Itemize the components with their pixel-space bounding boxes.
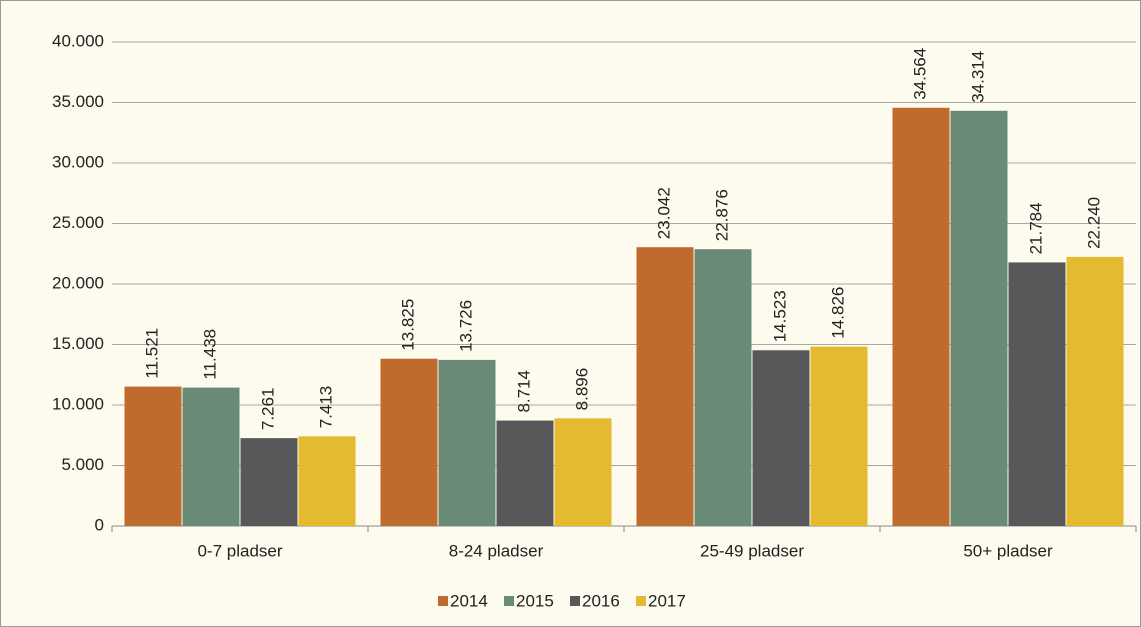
bar bbox=[496, 420, 554, 526]
value-label: 23.042 bbox=[654, 187, 673, 239]
value-label: 13.825 bbox=[398, 299, 417, 351]
legend-swatch bbox=[438, 596, 448, 606]
value-label: 34.314 bbox=[968, 51, 987, 103]
bar bbox=[950, 110, 1008, 526]
y-tick-label: 20.000 bbox=[52, 273, 104, 292]
y-tick-label: 0 bbox=[95, 515, 104, 534]
x-tick-label: 25-49 pladser bbox=[700, 541, 804, 560]
bar bbox=[694, 249, 752, 527]
legend-swatch bbox=[636, 596, 646, 606]
y-tick-label: 15.000 bbox=[52, 334, 104, 353]
value-label: 22.240 bbox=[1084, 197, 1103, 249]
x-tick-label: 0-7 pladser bbox=[197, 541, 282, 560]
value-label: 7.413 bbox=[316, 386, 335, 429]
legend-label: 2016 bbox=[582, 591, 620, 610]
bar bbox=[752, 350, 810, 526]
value-label: 8.714 bbox=[514, 370, 533, 413]
value-label: 14.826 bbox=[828, 287, 847, 339]
value-label: 13.726 bbox=[456, 300, 475, 352]
bar bbox=[810, 346, 868, 526]
value-label: 8.896 bbox=[572, 368, 591, 411]
bar bbox=[438, 359, 496, 526]
y-tick-label: 10.000 bbox=[52, 394, 104, 413]
legend-label: 2017 bbox=[648, 591, 686, 610]
bar bbox=[380, 358, 438, 526]
bar bbox=[182, 387, 240, 526]
bar bbox=[1066, 256, 1124, 526]
legend-swatch bbox=[570, 596, 580, 606]
value-label: 11.438 bbox=[200, 329, 219, 380]
y-tick-label: 5.000 bbox=[61, 455, 104, 474]
legend-label: 2014 bbox=[450, 591, 488, 610]
value-label: 21.784 bbox=[1026, 202, 1045, 254]
bar bbox=[636, 247, 694, 526]
value-label: 22.876 bbox=[712, 189, 731, 241]
x-tick-label: 8-24 pladser bbox=[449, 541, 544, 560]
y-tick-label: 35.000 bbox=[52, 92, 104, 111]
value-label: 11.521 bbox=[142, 328, 161, 379]
legend-label: 2015 bbox=[516, 591, 554, 610]
bar bbox=[124, 386, 182, 526]
legend-swatch bbox=[504, 596, 514, 606]
bar bbox=[554, 418, 612, 526]
bar bbox=[892, 107, 950, 526]
value-label: 7.261 bbox=[258, 388, 277, 431]
y-tick-label: 40.000 bbox=[52, 31, 104, 50]
value-label: 34.564 bbox=[910, 48, 929, 100]
y-tick-label: 30.000 bbox=[52, 152, 104, 171]
y-tick-label: 25.000 bbox=[52, 213, 104, 232]
bar bbox=[1008, 262, 1066, 526]
x-tick-label: 50+ pladser bbox=[963, 541, 1053, 560]
value-label: 14.523 bbox=[770, 290, 789, 342]
bar bbox=[298, 436, 356, 526]
bar bbox=[240, 438, 298, 526]
